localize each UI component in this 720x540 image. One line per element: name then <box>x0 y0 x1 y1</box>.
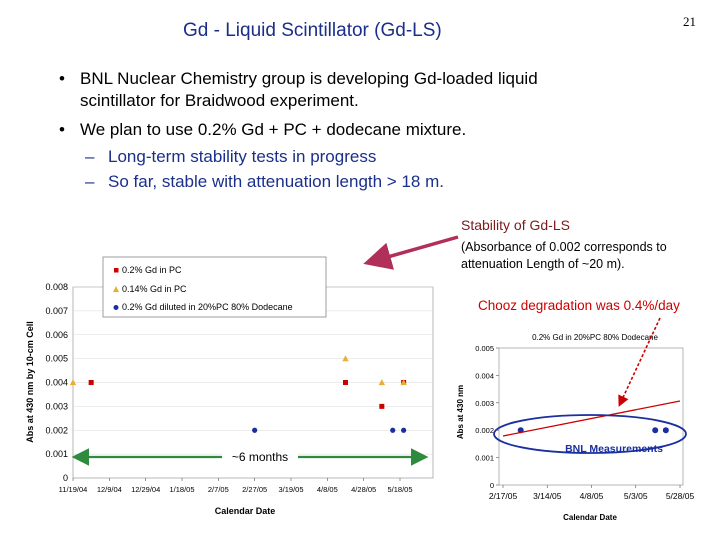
chooz-arrow <box>618 317 661 407</box>
x-tick-label: 3/19/05 <box>278 485 303 494</box>
x-tick-label: 4/8/05 <box>317 485 338 494</box>
bullet-1-text: BNL Nuclear Chemistry group is developin… <box>80 69 538 88</box>
sub-bullet-2-text: So far, stable with attenuation length >… <box>108 172 444 191</box>
absorbance-note-line-1: (Absorbance of 0.002 corresponds to <box>461 240 667 254</box>
inset-chart: 0 0.001 0.002 0.003 0.004 0.005 2/17/05 3/14/0… <box>456 333 694 522</box>
inset-trend-line <box>502 400 681 437</box>
bullet-dot: • <box>59 120 65 139</box>
bullet-1: • BNL Nuclear Chemistry group is develop… <box>59 68 538 90</box>
bullet-dot: • <box>59 69 65 88</box>
page-number: 21 <box>683 14 696 29</box>
y-tick-label: 0 <box>63 473 68 483</box>
legend-marker-triangle <box>113 286 119 292</box>
inset-plot-area <box>498 347 684 486</box>
inset-y-tick-label: 0.001 <box>475 454 494 463</box>
bnl-measurements-ellipse <box>493 414 687 454</box>
legend-label-pc: 0.2% Gd in PC <box>122 265 182 275</box>
y-tick-label: 0.002 <box>45 425 68 435</box>
x-tick-label: 1/18/05 <box>169 485 194 494</box>
y-tick-label: 0.005 <box>45 354 68 364</box>
x-tick-label: 2/7/05 <box>208 485 229 494</box>
legend-marker-square <box>114 268 119 273</box>
slide-title: Gd - Liquid Scintillator (Gd-LS) <box>183 20 442 41</box>
legend-marker-circle <box>113 305 119 310</box>
legend-label-014: 0.14% Gd in PC <box>122 284 187 294</box>
inset-y-tick-label: 0.005 <box>475 344 494 353</box>
inset-y-axis-label: Abs at 430 nm <box>456 385 465 439</box>
bullet-1-text-continued: scintillator for Braidwood experiment. <box>80 91 359 110</box>
y-tick-label: 0.007 <box>45 306 68 316</box>
x-tick-label: 12/9/04 <box>97 485 122 494</box>
bnl-measurements-label: BNL Measurements <box>565 443 663 455</box>
absorbance-note-line-2: attenuation Length of ~20 m). <box>461 257 625 271</box>
data-point-circle <box>390 427 396 433</box>
sub-bullet-2: – So far, stable with attenuation length… <box>85 171 444 193</box>
legend-label-dodecane: 0.2% Gd diluted in 20%PC 80% Dodecane <box>122 302 293 312</box>
six-months-label: ~6 months <box>232 450 288 464</box>
x-tick-label: 2/27/05 <box>242 485 267 494</box>
stability-title: Stability of Gd-LS <box>461 217 570 233</box>
sub-bullet-1-text: Long-term stability tests in progress <box>108 147 377 166</box>
inset-x-tick-label: 4/8/05 <box>580 491 604 501</box>
y-tick-label: 0.006 <box>45 330 68 340</box>
y-tick-label: 0.004 <box>45 378 68 388</box>
data-point-circle <box>252 427 258 433</box>
inset-x-tick-label: 2/17/05 <box>489 491 518 501</box>
x-tick-label: 5/18/05 <box>387 485 412 494</box>
data-point-triangle <box>69 379 77 386</box>
stability-arrow <box>363 235 459 270</box>
x-tick-label: 12/29/04 <box>131 485 160 494</box>
inset-y-tick-label: 0.004 <box>475 371 494 380</box>
main-x-axis-label: Calendar Date <box>215 506 276 516</box>
data-point-triangle <box>378 379 386 386</box>
y-tick-label: 0.003 <box>45 401 68 411</box>
legend-box <box>102 256 327 318</box>
inset-data-point <box>652 427 659 434</box>
data-point-triangle <box>342 355 349 362</box>
inset-y-tick-label: 0.002 <box>475 426 494 435</box>
bullet-1-continued: scintillator for Braidwood experiment. <box>80 90 359 112</box>
dash-symbol: – <box>85 147 95 166</box>
data-point-square <box>88 380 94 385</box>
inset-data-point <box>662 427 669 434</box>
data-point-square <box>343 380 348 385</box>
data-point-square <box>379 403 385 409</box>
inset-y-tick-label: 0.003 <box>475 399 494 408</box>
bullet-2: • We plan to use 0.2% Gd + PC + dodecane… <box>59 119 467 141</box>
inset-x-tick-label: 3/14/05 <box>533 491 562 501</box>
y-tick-label: 0.001 <box>45 449 68 459</box>
main-y-axis-label: Abs at 430 nm by 10-cm Cell <box>25 321 35 443</box>
main-chart: 0 0.001 0.002 0.003 0.004 0.005 0.006 0.007 0.00… <box>25 256 434 516</box>
inset-x-axis-label: Calendar Date <box>563 513 617 522</box>
inset-x-tick-label: 5/28/05 <box>666 491 695 501</box>
inset-x-tick-label: 5/3/05 <box>624 491 648 501</box>
inset-chart-title: 0.2% Gd in 20%PC 80% Dodecane <box>532 333 658 342</box>
sub-bullet-1: – Long-term stability tests in progress <box>85 146 377 168</box>
bullet-2-text: We plan to use 0.2% Gd + PC + dodecane m… <box>80 120 467 139</box>
data-point-triangle <box>400 379 407 386</box>
x-tick-label: 11/19/04 <box>59 485 88 494</box>
dash-symbol: – <box>85 172 95 191</box>
y-tick-label: 0.008 <box>45 282 68 292</box>
data-point-circle <box>401 427 407 433</box>
main-legend: 0.2% Gd in PC 0.14% Gd in PC 0.2% Gd dil… <box>102 256 327 318</box>
six-months-label-bg <box>222 447 298 465</box>
x-tick-label: 4/28/05 <box>351 485 376 494</box>
chooz-degradation-note: Chooz degradation was 0.4%/day <box>478 298 680 313</box>
inset-y-tick-label: 0 <box>490 481 494 490</box>
